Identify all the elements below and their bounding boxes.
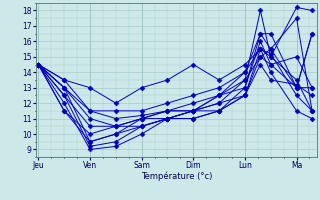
X-axis label: Température (°c): Température (°c): [141, 172, 212, 181]
